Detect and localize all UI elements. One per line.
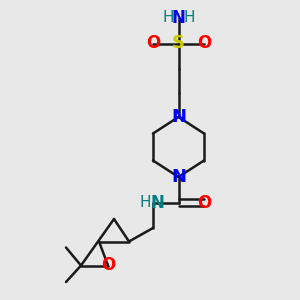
Text: H: H [162,11,174,26]
Text: H: H [183,11,195,26]
Text: H: H [140,195,151,210]
Text: O: O [101,256,115,274]
Text: O: O [197,194,211,211]
Text: N: N [171,168,186,186]
Text: S: S [172,34,185,52]
Text: N: N [151,194,164,211]
Text: O: O [197,34,211,52]
Text: N: N [172,9,185,27]
Text: N: N [171,108,186,126]
Text: O: O [146,34,160,52]
